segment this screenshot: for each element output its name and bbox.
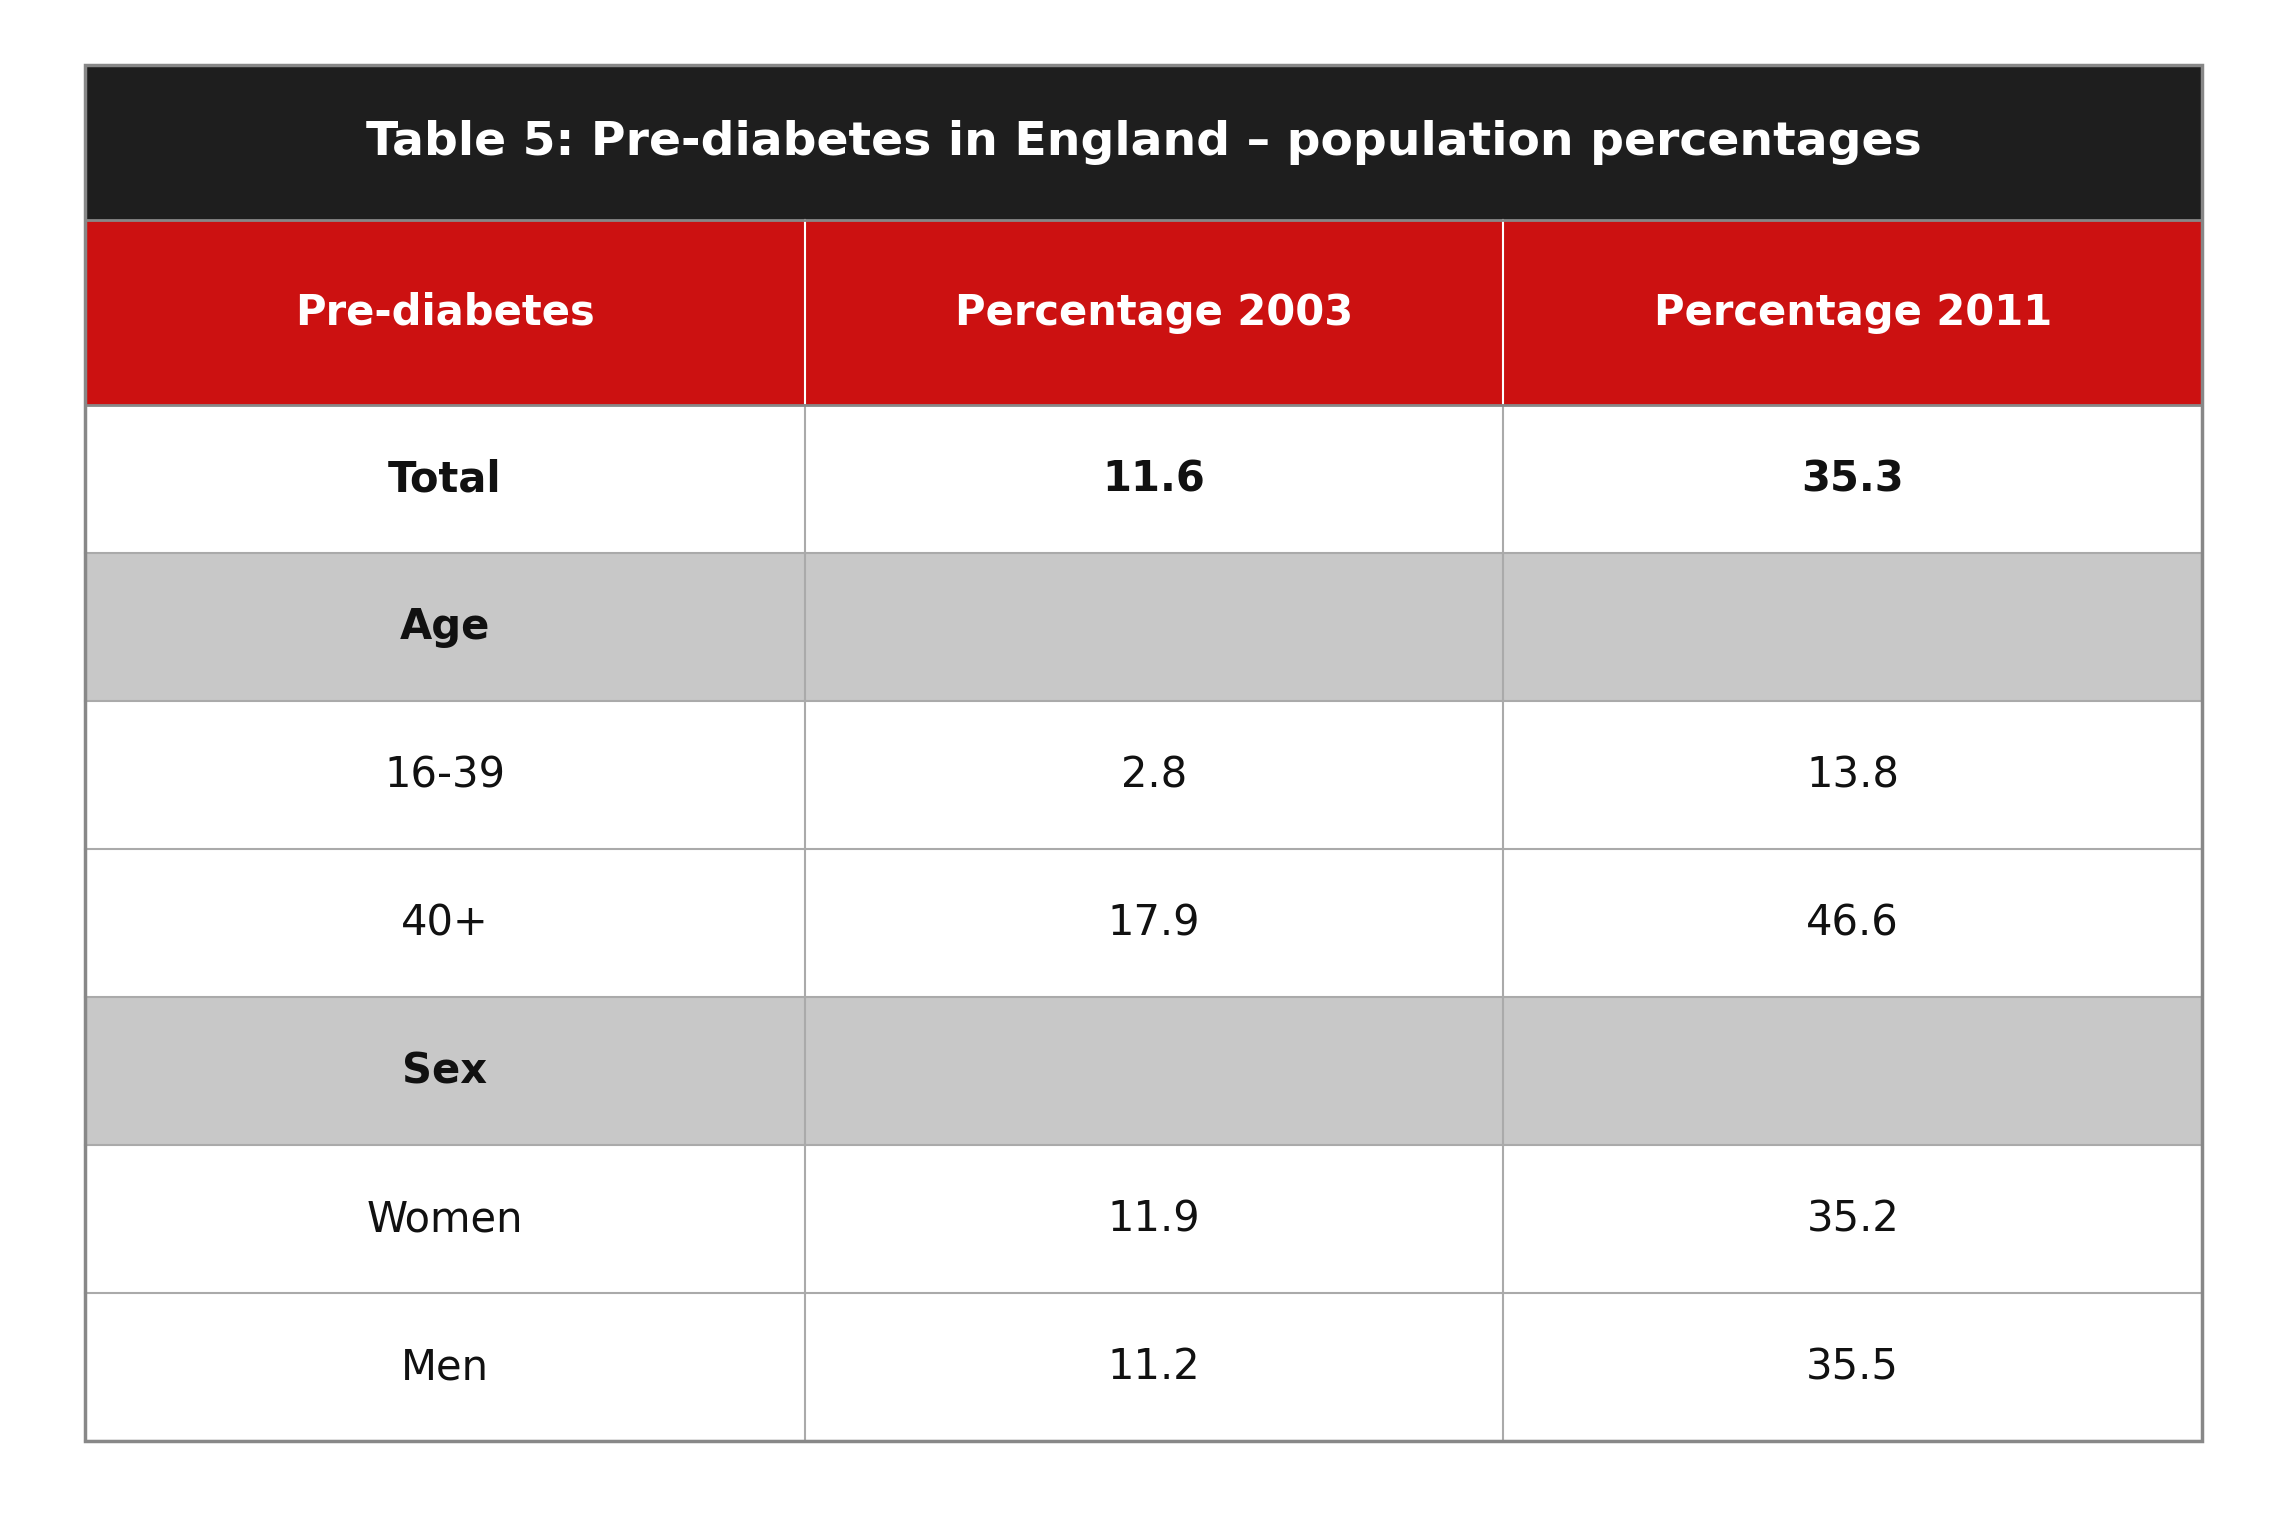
Text: Women: Women [366, 1198, 524, 1240]
Bar [85, 1145, 805, 1293]
Text: Age: Age [400, 606, 489, 649]
Bar [1503, 849, 2202, 996]
Bar [1503, 1145, 2202, 1293]
Bar [85, 1293, 805, 1442]
Text: 2.8: 2.8 [1121, 753, 1187, 796]
Text: 40+: 40+ [400, 902, 489, 943]
Bar [805, 1145, 1503, 1293]
Bar [85, 220, 805, 406]
Bar [1503, 220, 2202, 406]
Bar [805, 553, 1503, 700]
Bar [1503, 996, 2202, 1145]
Bar [85, 996, 805, 1145]
Text: Percentage 2003: Percentage 2003 [956, 292, 1354, 334]
Text: Sex: Sex [403, 1050, 487, 1092]
Bar [85, 553, 805, 700]
Text: 11.6: 11.6 [1102, 459, 1205, 500]
Text: Percentage 2011: Percentage 2011 [1654, 292, 2051, 334]
Bar [805, 996, 1503, 1145]
Bar [805, 406, 1503, 553]
Bar [805, 849, 1503, 996]
Bar [805, 220, 1503, 406]
Text: 11.2: 11.2 [1107, 1346, 1201, 1388]
Bar [1503, 406, 2202, 553]
Bar [85, 849, 805, 996]
Text: 46.6: 46.6 [1807, 902, 1898, 943]
Bar [805, 1293, 1503, 1442]
Text: 13.8: 13.8 [1807, 753, 1898, 796]
Text: Men: Men [400, 1346, 489, 1388]
Text: 17.9: 17.9 [1107, 902, 1201, 943]
Text: Pre-diabetes: Pre-diabetes [295, 292, 595, 334]
Text: 35.3: 35.3 [1802, 459, 1905, 500]
Text: 11.9: 11.9 [1107, 1198, 1201, 1240]
Text: 35.5: 35.5 [1807, 1346, 1898, 1388]
Text: Table 5: Pre-diabetes in England – population percentages: Table 5: Pre-diabetes in England – popul… [366, 120, 1921, 166]
Text: Total: Total [389, 459, 501, 500]
Bar [805, 700, 1503, 849]
Text: 16-39: 16-39 [384, 753, 505, 796]
Bar [85, 406, 805, 553]
Bar [1503, 1293, 2202, 1442]
Bar [1503, 700, 2202, 849]
Bar [1503, 553, 2202, 700]
Bar [85, 700, 805, 849]
Text: 35.2: 35.2 [1807, 1198, 1898, 1240]
Bar [85, 65, 2202, 220]
